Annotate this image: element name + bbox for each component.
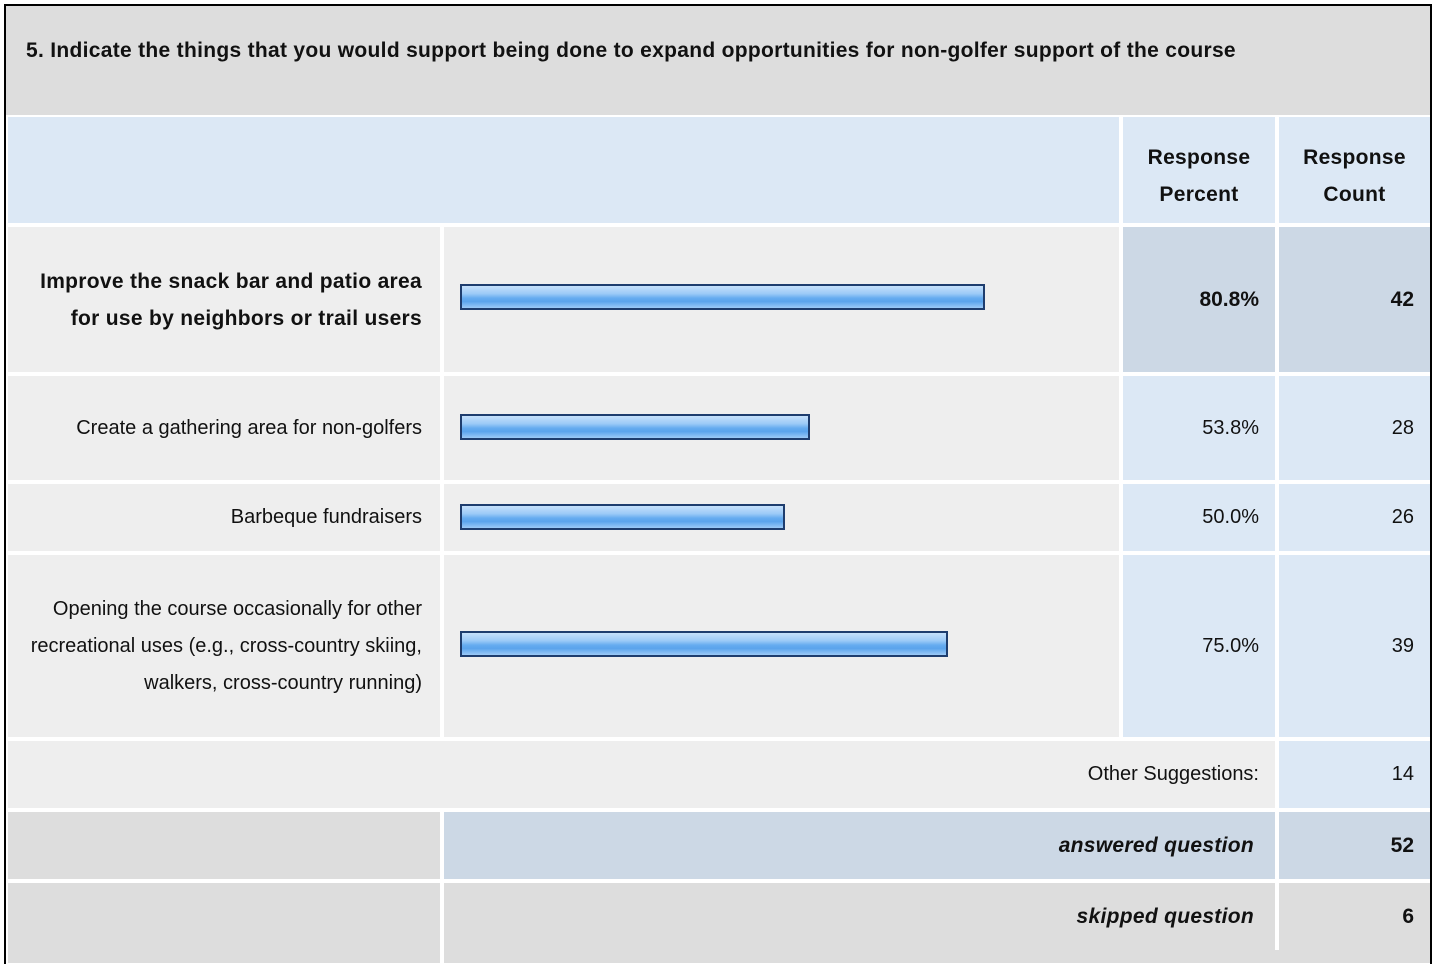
header-response-percent: Response Percent [1123,117,1275,223]
skipped-spacer [8,883,440,963]
row-percent: 53.8% [1123,376,1275,480]
row-label: Improve the snack bar and patio area for… [8,227,440,372]
bar [460,414,810,440]
row-count: 28 [1279,376,1430,480]
row-percent: 80.8% [1123,227,1275,372]
row-percent: 75.0% [1123,555,1275,737]
bar [460,504,785,530]
header-response-count: Response Count [1279,117,1430,223]
row-percent: 50.0% [1123,484,1275,551]
bar-cell [444,555,1119,737]
survey-table: 5. Indicate the things that you would su… [4,4,1432,964]
question-title: 5. Indicate the things that you would su… [6,6,1430,115]
header-spacer [8,117,1119,223]
skipped-question-value: 6 [1279,883,1430,950]
skipped-question-label: skipped question [444,883,1275,950]
answered-question-value: 52 [1279,812,1430,879]
bar [460,631,948,657]
row-count: 26 [1279,484,1430,551]
bar-cell [444,227,1119,372]
bar [460,284,985,310]
other-suggestions-count: 14 [1279,741,1430,808]
other-suggestions-label: Other Suggestions: [8,741,1275,808]
bar-cell [444,376,1119,480]
bar-cell [444,484,1119,551]
answered-question-label: answered question [444,812,1275,879]
row-count: 42 [1279,227,1430,372]
row-label: Barbeque fundraisers [8,484,440,551]
answered-spacer [8,812,440,879]
row-label: Opening the course occasionally for othe… [8,555,440,737]
row-label: Create a gathering area for non-golfers [8,376,440,480]
skipped-bottom [444,950,1430,963]
row-count: 39 [1279,555,1430,737]
